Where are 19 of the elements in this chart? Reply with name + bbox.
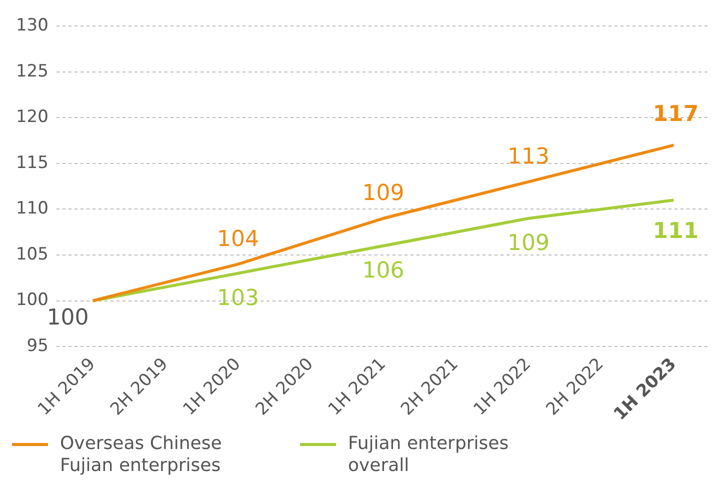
y-tick-label: 120 [16, 107, 48, 128]
y-tick-label: 95 [26, 336, 48, 356]
data-label: 111 [652, 218, 699, 244]
y-tick-label: 130 [16, 16, 48, 36]
data-label: 113 [507, 144, 550, 170]
data-label: 109 [362, 181, 404, 206]
y-tick-label: 110 [16, 198, 48, 219]
annotation: 100 [46, 305, 89, 330]
legend-label: Overseas Chinese Fujian enterprises [60, 433, 223, 477]
data-label: 106 [362, 258, 404, 284]
data-label: 103 [216, 286, 259, 312]
y-tick-label: 105 [16, 244, 48, 264]
y-tick-label: 115 [16, 152, 48, 173]
y-tick-label: 125 [16, 61, 48, 82]
y-tick-label: 100 [16, 290, 48, 310]
data-label: 117 [652, 102, 699, 127]
data-label: 109 [507, 231, 550, 256]
data-label: 104 [216, 226, 259, 252]
legend-label: Fujian enterprises overall [348, 433, 510, 477]
